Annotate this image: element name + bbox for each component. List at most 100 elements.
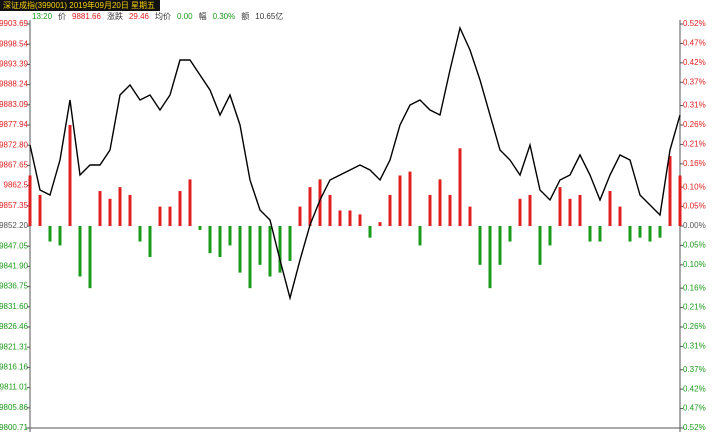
info-text: 29.46	[129, 12, 150, 21]
y-tick-label: 9877.94	[0, 120, 29, 129]
bar	[98, 191, 102, 226]
info-text: 9881.66	[72, 12, 101, 21]
info-text: 涨跌	[107, 11, 123, 21]
bar	[538, 226, 542, 265]
bar	[368, 226, 372, 238]
bar	[428, 194, 432, 226]
bar	[88, 226, 92, 289]
bar	[148, 226, 152, 258]
info-text: 均价	[155, 11, 171, 21]
info-text: 额	[241, 11, 249, 21]
bar	[548, 226, 552, 246]
y2-tick-label: 0.47%	[683, 39, 706, 48]
bar	[338, 210, 342, 226]
y2-tick-label: 0.05%	[683, 202, 706, 211]
bar	[458, 148, 462, 226]
y2-tick-label: 0.31%	[683, 342, 706, 351]
y2-tick-label: 0.47%	[683, 404, 706, 413]
y-tick-label: 9800.71	[0, 423, 29, 432]
bar	[328, 194, 332, 226]
y2-tick-label: 0.37%	[683, 77, 706, 86]
bar	[678, 175, 682, 226]
bar	[318, 179, 322, 226]
bar	[178, 191, 182, 226]
y-tick-label: 9903.69	[0, 19, 29, 28]
bar	[658, 226, 662, 238]
bar	[138, 226, 142, 242]
bar	[68, 125, 72, 226]
bar	[558, 187, 562, 226]
y-tick-label: 9857.35	[0, 201, 29, 210]
y-tick-label: 9847.05	[0, 241, 29, 250]
title-background	[0, 0, 160, 11]
bar	[608, 191, 612, 226]
bar	[298, 206, 302, 226]
bar	[218, 226, 222, 258]
bar	[418, 226, 422, 246]
bar	[238, 226, 242, 273]
y2-tick-label: 0.16%	[683, 283, 706, 292]
bar	[128, 194, 132, 226]
bar	[38, 194, 42, 226]
bar	[448, 194, 452, 226]
y-tick-label: 9836.75	[0, 282, 29, 291]
bar	[508, 226, 512, 242]
info-text: 价	[58, 12, 66, 21]
y2-tick-label: 0.21%	[683, 140, 706, 149]
bar	[108, 198, 112, 226]
y-tick-label: 9852.20	[0, 221, 29, 230]
bar	[648, 226, 652, 242]
y2-tick-label: 0.05%	[683, 241, 706, 250]
y-tick-label: 9821.31	[0, 342, 29, 351]
y-tick-label: 9805.86	[0, 403, 29, 412]
bar	[518, 198, 522, 226]
bar	[618, 206, 622, 226]
y2-tick-label: 0.52%	[683, 423, 706, 432]
bar	[498, 226, 502, 265]
bar	[388, 194, 392, 226]
y-tick-label: 9867.65	[0, 160, 29, 169]
price-line	[29, 25, 681, 301]
bar	[358, 214, 362, 226]
bar	[188, 179, 192, 226]
bar	[668, 156, 672, 226]
bar	[48, 226, 52, 242]
bar	[158, 206, 162, 226]
bar	[598, 226, 602, 242]
bar	[118, 187, 122, 226]
y2-tick-label: 0.16%	[683, 159, 706, 168]
info-text: 10.65亿	[255, 11, 283, 21]
bar	[478, 226, 482, 265]
bar	[78, 226, 82, 277]
info-text: 幅	[199, 11, 207, 21]
bar	[248, 226, 252, 289]
y2-tick-label: 0.26%	[683, 120, 706, 129]
bar	[288, 226, 292, 261]
y-tick-label: 9872.80	[0, 140, 29, 149]
bar	[58, 226, 62, 246]
y-tick-label: 9826.46	[0, 322, 29, 331]
bar	[198, 226, 202, 230]
y-tick-label: 9893.39	[0, 60, 29, 69]
y-tick-label: 9841.90	[0, 262, 29, 271]
y-tick-label: 9862.5	[4, 181, 29, 190]
bar	[488, 226, 492, 289]
bar	[258, 226, 262, 265]
y2-tick-label: 0.00%	[683, 221, 706, 230]
chart-title: 深证成指(399001) 2019年09月20日 星期五	[3, 0, 155, 10]
y2-tick-label: 0.42%	[683, 384, 706, 393]
bar	[628, 226, 632, 242]
y2-tick-label: 0.42%	[683, 58, 706, 67]
bar	[468, 206, 472, 226]
y-tick-label: 9883.09	[0, 100, 29, 109]
y-tick-label: 9831.60	[0, 302, 29, 311]
y-tick-label: 9888.24	[0, 80, 29, 89]
bar	[588, 226, 592, 242]
info-text: 0.00	[177, 12, 193, 21]
bar	[168, 206, 172, 226]
bar	[638, 226, 642, 238]
y2-tick-label: 0.10%	[683, 260, 706, 269]
bar	[208, 226, 212, 254]
y2-tick-label: 0.52%	[683, 19, 706, 28]
info-text: 0.30%	[213, 12, 236, 21]
